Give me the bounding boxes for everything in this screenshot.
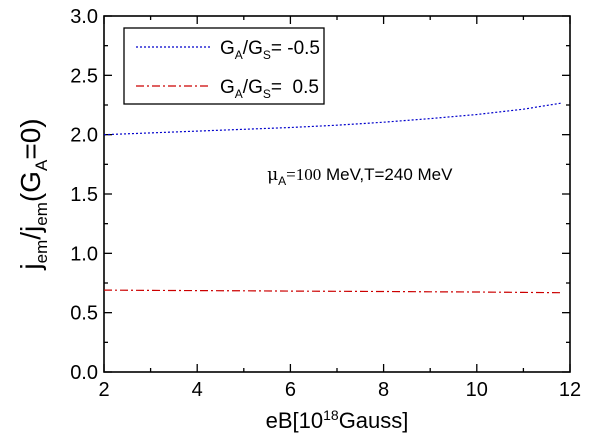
series-line-1 [103, 289, 561, 294]
x-tick-label: 6 [285, 379, 296, 401]
series-group [103, 102, 561, 294]
y-tick-label: 0.5 [70, 303, 98, 325]
axis-ticks: 2 4 6 8 10 12 0.0 0.5 1.0 1.5 2.0 2.5 3.0 [70, 6, 581, 401]
legend-label-red: GA/GS= 0.5 [220, 77, 319, 101]
x-tick-label: 2 [98, 379, 109, 401]
legend-box [123, 27, 325, 105]
y-tick-label: 2.5 [70, 65, 98, 87]
x-tick-label: 12 [559, 379, 581, 401]
y-tick-label: 1.0 [70, 243, 98, 265]
x-axis-title: eB[1018Gauss] [266, 407, 409, 433]
y-tick-label: 3.0 [70, 6, 98, 28]
x-tick-label: 4 [192, 379, 203, 401]
series-line-0 [103, 102, 561, 136]
x-tick-label: 10 [466, 379, 488, 401]
legend-label-blue: GA/GS= -0.5 [220, 38, 320, 62]
x-tick-label: 8 [378, 379, 389, 401]
legend: GA/GS= -0.5 GA/GS= 0.5 [123, 27, 325, 105]
y-tick-label: 0.0 [70, 362, 98, 384]
annotation-label: μA=100 MeV,T=240 MeV [267, 165, 453, 188]
y-tick-label: 1.5 [70, 184, 98, 206]
y-tick-label: 2.0 [70, 125, 98, 147]
y-axis-title: jem/jem(GA=0) [15, 118, 51, 270]
